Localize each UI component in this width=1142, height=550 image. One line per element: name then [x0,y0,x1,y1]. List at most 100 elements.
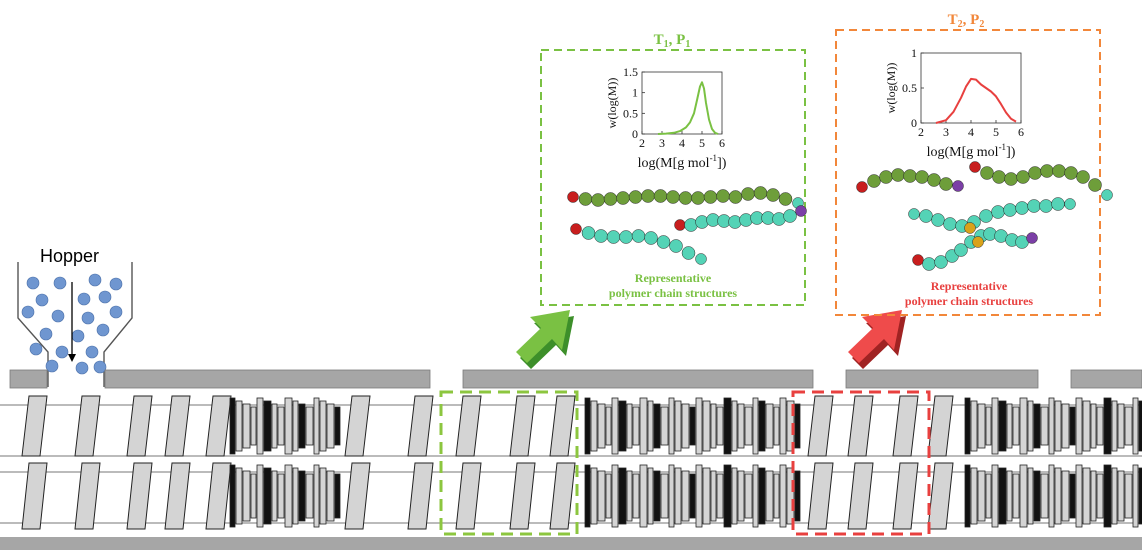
chain-green-b [969,161,1113,201]
kneading-disc [319,467,327,525]
x-axis-label: log(M[g mol-1]) [638,153,727,171]
monomer-bead [695,253,707,265]
kneading-disc [284,397,293,455]
kneading-disc [681,403,690,449]
distribution-curve [935,77,1017,124]
conveying-element [807,462,834,530]
kneading-disc [1054,467,1062,525]
kneading-disc [229,397,236,455]
conveying-element [549,462,576,530]
kneading-disc [611,464,619,528]
kneading-disc [779,397,787,455]
monomer-bead [1040,164,1054,178]
conveying-element [164,462,191,530]
kneading-disc [584,397,591,455]
conveying-element [126,462,153,530]
kneading-disc [744,406,753,446]
x-axis-label: log(M[g mol-1]) [927,142,1016,160]
monomer-bead [908,208,920,220]
kneading-disc [263,400,272,452]
monomer-bead [1028,166,1042,180]
panel-right-header: T2, P2 [948,12,985,30]
kneading-disc [1103,397,1112,455]
kneading-disc [256,397,264,455]
x-tick-label: 4 [968,125,974,139]
kneading-disc [235,467,243,525]
kneading-disc [752,464,759,528]
pellet [85,345,99,359]
kneading-disc [632,406,640,446]
kneading-disc [653,403,661,449]
conveying-element [74,395,101,457]
barrel-segment [1070,369,1142,389]
kneading-disc [998,467,1007,525]
monomer-bead [934,255,948,269]
monomer-bead [891,168,905,182]
kneading-disc [1012,406,1020,446]
monomer-bead [728,215,742,229]
kneading-disc [744,473,753,519]
kneading-disc [1048,397,1055,455]
kneading-disc [702,400,711,452]
kneading-disc [716,473,724,519]
kneading-disc [271,403,278,449]
kneading-disc [1090,403,1097,449]
kneading-disc [1111,400,1118,452]
kneading-disc [1082,467,1091,525]
kneading-disc [1124,473,1133,519]
x-tick-label: 2 [918,125,924,139]
kneading-disc [584,464,591,528]
y-tick-label: 1 [632,86,638,100]
kneading-disc [765,403,774,449]
kneading-disc [1138,400,1142,452]
pellet [98,290,112,304]
kneading-disc [723,397,732,455]
kneading-disc [242,470,251,522]
monomer-bead [741,187,755,201]
barrel-segment [104,369,431,389]
barrel-top [9,369,1142,389]
panel-left-frame [540,49,806,306]
pellet [109,277,123,291]
kneading-disc [991,464,999,528]
kneading-disc [653,470,661,522]
monomer-bead [669,239,683,253]
kneading-disc [689,406,696,446]
pellet [71,329,85,343]
monomer-bead [952,180,964,192]
kneading-disc [1069,406,1076,446]
kneading-disc [964,397,971,455]
monomer-bead [728,190,743,204]
kneading-disc [1033,470,1041,522]
monomer-bead [983,227,997,241]
kneading-disc [647,467,654,525]
monomer-bead [691,191,705,205]
kneading-disc [737,403,745,449]
kneading-disc [1033,403,1041,449]
kneading-disc [1090,470,1097,522]
kneading-disc [1048,464,1055,528]
panel-right-frame [835,29,1101,316]
pellet [21,305,35,319]
monomer-bead [1015,201,1029,215]
kneading-disc [626,470,633,522]
conveying-element [892,462,919,530]
kneading-disc [1012,473,1020,519]
conveying-element [344,395,371,457]
monomer-bead [972,236,984,248]
kneading-disc [1075,397,1083,455]
monomer-bead [739,213,753,227]
kneading-disc [977,470,986,522]
pellet [93,360,107,374]
x-tick-label: 2 [639,136,645,150]
kneading-disc [618,400,627,452]
kneading-disc [334,406,341,446]
pellet [96,323,110,337]
kneading-disc [263,467,272,525]
kneading-disc [779,464,787,528]
polymer-chains-left [567,186,807,265]
barrel-segment [9,369,48,389]
kneading-disc [786,467,795,525]
monomer-bead [1016,170,1030,184]
